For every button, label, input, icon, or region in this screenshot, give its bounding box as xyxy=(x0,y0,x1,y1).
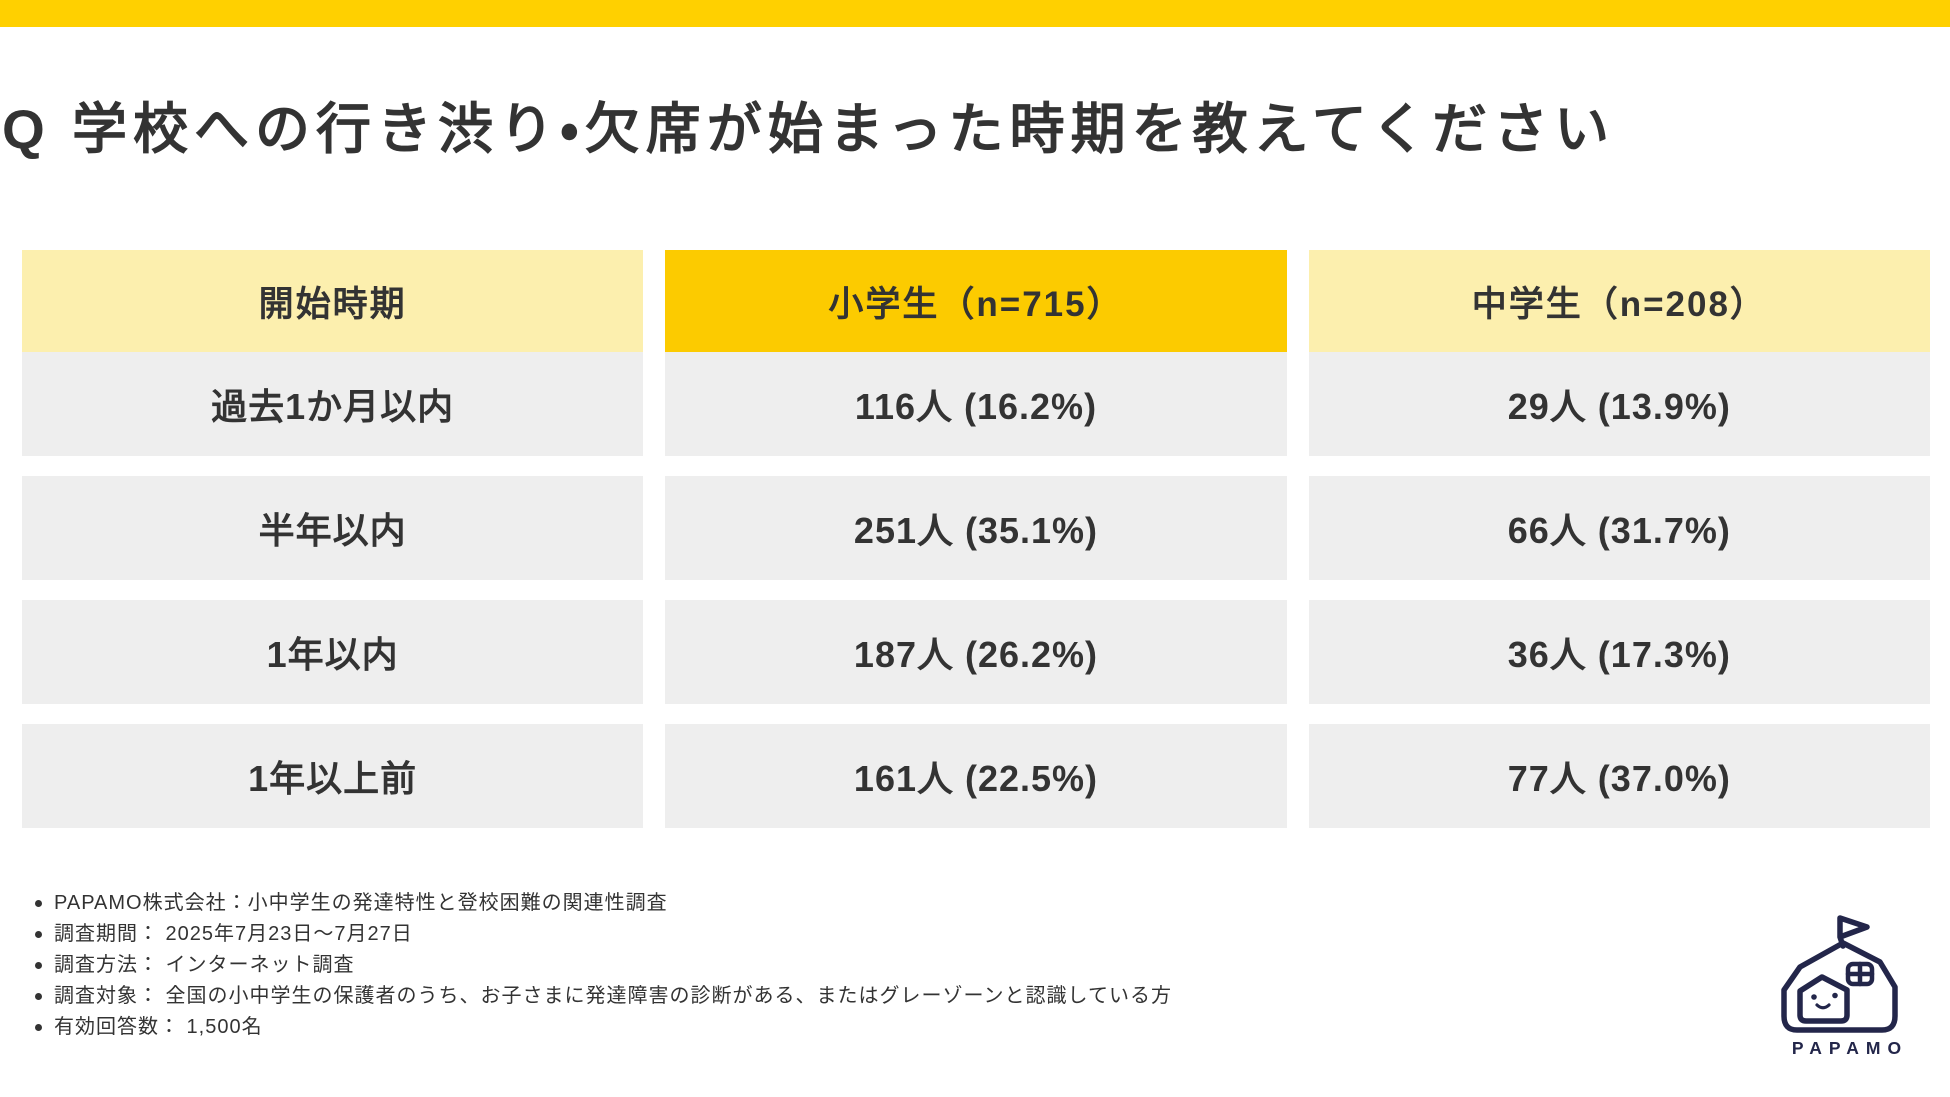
column-header-elementary: 小学生（n=715） xyxy=(665,250,1287,352)
row-label: 過去1か月以内 xyxy=(22,352,644,456)
window-icon xyxy=(1845,961,1875,987)
top-accent-bar xyxy=(0,0,1950,27)
table-cell: 251人 (35.1%) xyxy=(665,456,1287,580)
papamo-wordmark: PAPAMO xyxy=(1792,1038,1908,1058)
table-cell: 161人 (22.5%) xyxy=(665,704,1287,828)
table-cell: 66人 (31.7%) xyxy=(1308,456,1930,580)
column-header-period: 開始時期 xyxy=(22,250,644,352)
papamo-logo: PAPAMO xyxy=(1781,915,1908,1058)
row-label: 1年以上前 xyxy=(22,704,644,828)
footnotes-list: PAPAMO株式会社：小中学生の発達特性と登校困難の関連性調査 調査期間： 20… xyxy=(30,888,1172,1043)
footnote-valid-count: 有効回答数： 1,500名 xyxy=(30,1012,1172,1043)
table-cell: 116人 (16.2%) xyxy=(665,352,1287,456)
table-cell: 77人 (37.0%) xyxy=(1308,704,1930,828)
footnote-period: 調査期間： 2025年7月23日～7月27日 xyxy=(30,919,1172,950)
page-title: Q 学校への行き渋り・欠席が始まった時期を教えてください xyxy=(2,98,1616,160)
footnote-respondents: 調査対象： 全国の小中学生の保護者のうち、お子さまに発達障害の診断がある、または… xyxy=(30,981,1172,1012)
footnote-source: PAPAMO株式会社：小中学生の発達特性と登校困難の関連性調査 xyxy=(30,888,1172,919)
table-cell: 36人 (17.3%) xyxy=(1308,580,1930,704)
face-mouth xyxy=(1815,1003,1831,1010)
column-header-junior: 中学生（n=208） xyxy=(1308,250,1930,352)
flag-icon xyxy=(1837,915,1870,949)
row-label: 半年以内 xyxy=(22,456,644,580)
small-house-face xyxy=(1797,974,1850,1024)
row-label: 1年以内 xyxy=(22,580,644,704)
footnote-method: 調査方法： インターネット調査 xyxy=(30,950,1172,981)
face-eyes xyxy=(1811,992,1838,1000)
papamo-house-icon xyxy=(1781,915,1898,1033)
survey-table: 開始時期 小学生（n=715） 中学生（n=208） 過去1か月以内 116人 … xyxy=(22,250,1930,828)
table-cell: 187人 (26.2%) xyxy=(665,580,1287,704)
table-cell: 29人 (13.9%) xyxy=(1308,352,1930,456)
big-house-outline xyxy=(1781,940,1898,1033)
